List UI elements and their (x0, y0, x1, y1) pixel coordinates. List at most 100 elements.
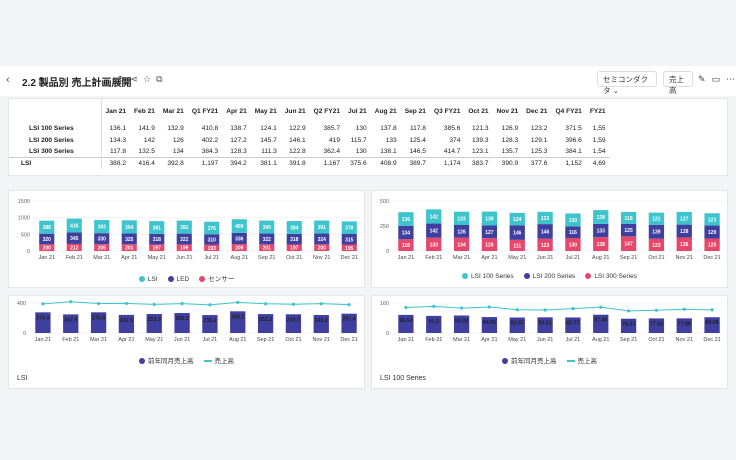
row-label[interactable]: LSI 300 Series (9, 146, 102, 158)
column-header[interactable]: Aug 21 (374, 107, 397, 115)
table-cell: 125.4 (409, 136, 426, 144)
table-cell: 128.3 (501, 136, 519, 144)
table-cell: 410.8 (201, 125, 219, 133)
legend-label: LED (176, 276, 190, 283)
legend-item[interactable]: LSI (138, 276, 158, 283)
top-bar: ‹ 2.2 製品別 売上計画展開 ↻ ⋖ ☆ ⧉ セミコンダクタ ⌄ 売上高 ✎… (0, 66, 736, 96)
x-tick-label: May 21 (148, 255, 166, 261)
x-tick-label: Apr 21 (481, 255, 497, 261)
column-header[interactable]: Oct 21 (468, 107, 489, 115)
column-header[interactable]: Q3 FY21 (433, 107, 461, 115)
chart-title: LSI (17, 375, 28, 382)
line-point (626, 309, 631, 313)
back-icon[interactable]: ‹ (6, 74, 10, 86)
bar-segment (231, 232, 247, 245)
data-label: 136 (680, 242, 689, 248)
data-label: 136 (402, 217, 411, 223)
data-label: 123 (541, 243, 550, 249)
column-header[interactable]: Jun 21 (284, 107, 306, 115)
column-header[interactable]: Sep 21 (404, 107, 426, 115)
data-label: 84.06 (705, 320, 718, 326)
row-label[interactable]: LSI (9, 157, 102, 170)
legend-item[interactable]: 前年同月売上高 (502, 358, 557, 365)
data-label: 125 (708, 243, 717, 249)
measure-filter[interactable]: 売上高 (663, 71, 693, 95)
bar-segment (314, 244, 330, 251)
data-label: 193 (208, 246, 217, 252)
column-header[interactable]: Apr 21 (226, 107, 247, 115)
x-tick-label: Mar 21 (93, 255, 110, 261)
bar-segment (398, 239, 414, 251)
column-header[interactable]: Q2 FY21 (313, 107, 341, 115)
legend-swatch (566, 360, 575, 362)
row-label[interactable]: LSI 200 Series (9, 134, 102, 147)
x-tick-label: Jan 21 (38, 255, 55, 261)
legend-item[interactable]: LSI 300 Series (585, 273, 637, 280)
column-header[interactable]: Q4 FY21 (555, 107, 582, 115)
bar (118, 314, 135, 333)
table-cell: 123.1 (472, 148, 489, 156)
data-label: 118 (625, 216, 633, 222)
chart-lsi100-combo: 160 0 96.54 Jan 21 91.3 Feb 21 93.28 Mar 21 84.9… (371, 295, 728, 389)
bar-segment (94, 244, 110, 251)
bar-segment (537, 224, 553, 239)
legend-item[interactable]: 売上高 (566, 358, 597, 365)
data-label: 209 (235, 246, 244, 252)
table-cell: 146.1 (289, 136, 306, 144)
data-label: 289.2 (231, 314, 244, 320)
segment-filter[interactable]: セミコンダクタ ⌄ (597, 71, 657, 95)
refresh-icon[interactable]: ↻ (118, 74, 126, 84)
table-cell: 138.7 (230, 125, 247, 133)
x-tick-label: May 21 (145, 337, 163, 343)
data-label: 241.5 (120, 318, 133, 324)
bar-segment (453, 225, 470, 238)
column-header[interactable]: Jan 21 (105, 107, 127, 115)
share-icon[interactable]: ⋖ (130, 74, 139, 84)
data-label: 128 (680, 229, 689, 235)
bar-segment (121, 244, 137, 251)
line-point (682, 307, 686, 311)
x-tick-label: Feb 21 (66, 255, 83, 261)
bar-segment (593, 237, 609, 251)
star-icon[interactable]: ☆ (143, 74, 152, 84)
legend-item[interactable]: 売上高 (203, 358, 234, 365)
line-point (487, 305, 492, 309)
data-label: 322 (263, 237, 272, 243)
bar-segment (176, 244, 192, 251)
bookmark-icon[interactable]: ⧉ (156, 74, 163, 84)
table-cell: 1,197 (187, 157, 223, 170)
legend-item[interactable]: LED (167, 276, 190, 283)
column-header[interactable]: Nov 21 (496, 107, 519, 115)
column-header[interactable]: Dec 21 (526, 107, 548, 115)
y-tick-label: 160 (380, 301, 389, 307)
data-label: 142 (430, 214, 439, 220)
bar-segment (676, 211, 692, 225)
bar-segment (704, 238, 720, 251)
legend-item[interactable]: LSI 200 Series (523, 273, 575, 280)
x-tick-label: Jan 21 (398, 255, 415, 261)
line-point (208, 303, 212, 307)
edit-icon[interactable]: ✎ (698, 74, 706, 84)
row-label[interactable]: LSI 100 Series (9, 123, 102, 135)
legend-item[interactable]: LSI 100 Series (462, 273, 514, 280)
table-row: LSI 388.2 416.4 392.8 1,197 394.2 381.1 391.8 1,… (9, 157, 610, 170)
line-point (69, 300, 73, 304)
column-header[interactable]: Q1 FY21 (191, 107, 219, 115)
column-header[interactable]: May 21 (254, 107, 277, 115)
legend-item[interactable]: センサー (199, 276, 234, 283)
bar-segment (509, 212, 525, 226)
comment-icon[interactable]: ▭ (711, 74, 721, 84)
bar-segment (676, 237, 692, 251)
legend-item[interactable]: 前年同月売上高 (139, 358, 194, 365)
x-tick-label: Sep 21 (258, 255, 275, 261)
column-header[interactable]: FY21 (589, 107, 606, 115)
x-tick-label: Sep 21 (620, 255, 637, 261)
column-header[interactable]: Feb 21 (134, 107, 155, 115)
bar-segment (259, 220, 275, 234)
column-header[interactable]: Jul 21 (348, 107, 367, 115)
y-tick-label: 0 (386, 249, 389, 255)
table-cell: 125.3 (530, 148, 548, 156)
more-icon[interactable]: ⋯ (726, 74, 736, 84)
table-cell: 408.9 (370, 157, 401, 170)
column-header[interactable]: Mar 21 (162, 107, 184, 115)
